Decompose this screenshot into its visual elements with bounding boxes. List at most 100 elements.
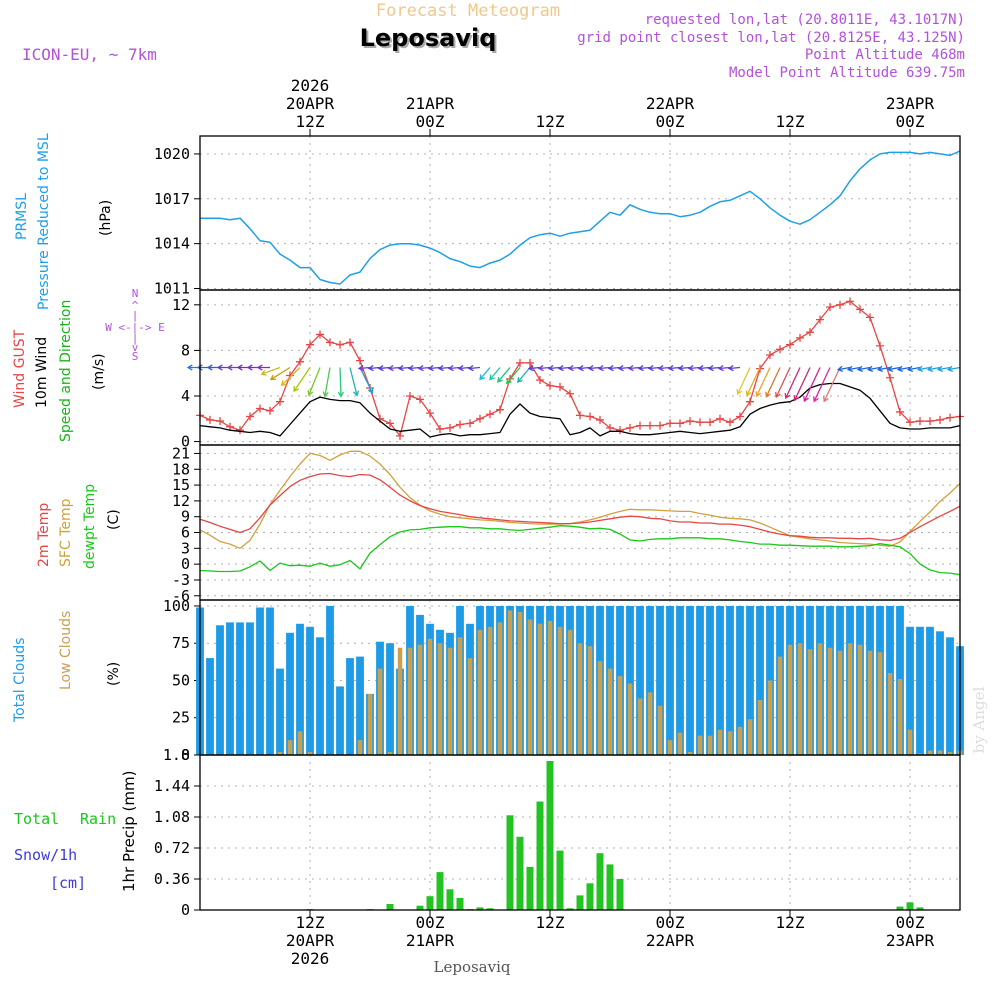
wind-direction-arrow bbox=[886, 365, 901, 373]
snow-label: Snow/1h bbox=[14, 846, 77, 864]
gust-marker bbox=[776, 345, 784, 354]
wind-direction-arrow bbox=[587, 364, 601, 372]
rain-bar bbox=[416, 905, 424, 910]
rain-bar bbox=[506, 815, 514, 910]
gust-marker bbox=[876, 341, 884, 350]
chart-panels: 101110141017102004812-6-3036912151821025… bbox=[154, 76, 964, 968]
gust-marker bbox=[236, 426, 244, 435]
low-cloud-bar bbox=[297, 731, 303, 755]
y-tick-label: 1.8 bbox=[163, 746, 190, 764]
wind-direction-arrow bbox=[489, 367, 501, 381]
low-cloud-bar bbox=[497, 622, 503, 755]
wind-direction-arrow bbox=[479, 367, 491, 381]
wind-label: 10m Wind bbox=[34, 337, 50, 408]
dewpt-line bbox=[199, 525, 961, 576]
gust-marker bbox=[666, 419, 674, 428]
wind-direction-arrow bbox=[397, 364, 411, 372]
low-cloud-bar bbox=[867, 650, 873, 755]
footer-location: Leposaviq bbox=[434, 958, 511, 976]
total-cloud-bar bbox=[296, 623, 304, 755]
low-cloud-bar bbox=[287, 740, 293, 755]
y-tick-label: 12 bbox=[172, 492, 190, 510]
wind-direction-arrow bbox=[823, 367, 841, 403]
gust-marker bbox=[846, 297, 854, 306]
low-cloud-bar bbox=[577, 643, 583, 755]
gust-marker bbox=[826, 303, 834, 312]
low-cloud-bar bbox=[737, 726, 743, 755]
low-cloud-bar bbox=[647, 692, 653, 755]
rain-bar bbox=[576, 895, 584, 910]
wind-direction-arrow bbox=[359, 367, 374, 394]
low-cloud-bar bbox=[307, 752, 313, 755]
y-tick-label: 6 bbox=[181, 524, 190, 542]
low-cloud-bar bbox=[527, 619, 533, 755]
compass-w-e-label: W <-|-> E bbox=[105, 321, 165, 334]
gust-marker bbox=[836, 300, 844, 309]
bottom-time-label: 00Z bbox=[896, 913, 925, 932]
wind-direction-arrow bbox=[736, 367, 751, 396]
gust-marker bbox=[546, 381, 554, 390]
wind-direction-arrow bbox=[906, 365, 921, 373]
low-cloud-bar bbox=[817, 643, 823, 755]
bottom-time-label: 21APR bbox=[406, 931, 455, 950]
rain-bar bbox=[456, 897, 464, 910]
y-tick-label: 50 bbox=[172, 671, 190, 689]
gust-marker bbox=[316, 330, 324, 339]
wind-direction-arrow bbox=[707, 364, 721, 372]
y-tick-label: -3 bbox=[172, 571, 190, 589]
low-cloud-bar bbox=[807, 649, 813, 755]
wind-direction-arrow bbox=[793, 367, 811, 402]
rain-bar bbox=[606, 864, 614, 910]
gust-marker bbox=[536, 376, 544, 385]
low-cloud-bar bbox=[477, 629, 483, 755]
gust-marker bbox=[586, 412, 594, 421]
panel-1: 0 4 8 12 bbox=[172, 289, 964, 451]
gust-marker bbox=[896, 407, 904, 416]
wind-direction-arrow bbox=[293, 367, 311, 393]
total-cloud-bar bbox=[656, 606, 664, 755]
gust-marker bbox=[656, 421, 664, 430]
wind-direction-arrow bbox=[946, 365, 961, 373]
top-time-label: 22APR bbox=[646, 94, 695, 113]
y-tick-label: 0 bbox=[181, 901, 190, 919]
wind-direction-arrow bbox=[775, 367, 791, 399]
compass-bar-lower: | bbox=[132, 332, 139, 345]
gust-marker bbox=[916, 417, 924, 426]
rain-label-b: Rain bbox=[80, 810, 116, 828]
gust-marker bbox=[886, 373, 894, 382]
wind-line bbox=[199, 382, 961, 438]
gust-marker bbox=[216, 417, 224, 426]
pressure-label: PRMSL bbox=[14, 193, 30, 240]
total-cloud-bar bbox=[336, 686, 344, 755]
low-cloud-bar bbox=[717, 729, 723, 755]
low-cloud-bar bbox=[467, 658, 473, 755]
rain-bar bbox=[566, 908, 574, 910]
gust-marker bbox=[856, 305, 864, 314]
total-cloud-bar bbox=[926, 626, 934, 755]
panel-3: 0 25 50 75 100 bbox=[163, 597, 964, 764]
total-cloud-bar bbox=[636, 606, 644, 755]
top-time-label: 00Z bbox=[416, 112, 445, 131]
y-tick-label: 100 bbox=[163, 597, 190, 615]
gust-marker bbox=[746, 397, 754, 406]
gust-marker bbox=[786, 340, 794, 349]
wind-direction-arrow bbox=[427, 364, 441, 372]
low-cloud-bar bbox=[277, 752, 283, 755]
y-tick-label: 0 bbox=[181, 433, 190, 451]
rain-bar bbox=[486, 908, 494, 910]
total-cloud-bar bbox=[726, 606, 734, 755]
watermark: by Angel bbox=[970, 686, 988, 753]
compass-arrow-up: ^ bbox=[132, 299, 139, 312]
gust-label: Wind GUST bbox=[12, 329, 28, 408]
low-cloud-bar bbox=[897, 679, 903, 755]
compass-arrow-down: v bbox=[132, 341, 139, 354]
total-cloud-bar bbox=[226, 622, 234, 755]
y-tick-label: -6 bbox=[172, 587, 190, 605]
low-cloud-bar bbox=[607, 668, 613, 755]
total-cloud-bar bbox=[326, 606, 334, 755]
model-point-altitude: Model Point Altitude 639.75m bbox=[729, 65, 965, 81]
rain-bar bbox=[586, 883, 594, 910]
wind-direction-arrow bbox=[647, 364, 661, 372]
y-tick-label: 18 bbox=[172, 460, 190, 478]
gust-marker bbox=[566, 389, 574, 398]
